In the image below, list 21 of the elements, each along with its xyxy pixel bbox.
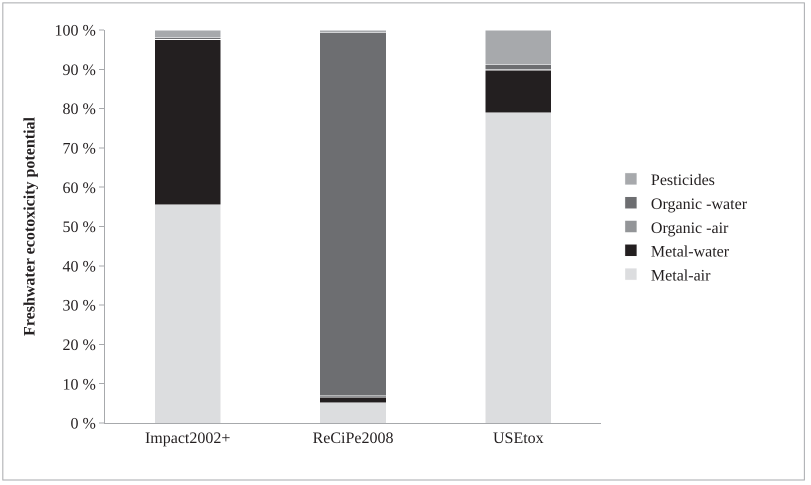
legend-label: Organic -water	[650, 196, 748, 213]
y-tick-label: 50 %	[62, 219, 96, 236]
legend-label: Organic -air	[650, 220, 730, 237]
y-tick-label: 10 %	[62, 376, 96, 394]
y-tick-label: 70 %	[62, 140, 96, 158]
bar	[154, 30, 221, 38]
y-tick-label: 60 %	[62, 180, 96, 197]
x-tick-label: USEtox	[492, 430, 544, 448]
legend-label: Metal-air	[650, 267, 712, 284]
y-tick-label: 20 %	[62, 337, 96, 354]
y-tick-label: 100 %	[54, 22, 96, 40]
y-tick-label: 90 %	[62, 62, 96, 79]
x-tick-label: ReCiPe2008	[312, 430, 394, 448]
y-tick-label: 0 %	[70, 416, 96, 433]
y-tick-label: 80 %	[62, 101, 96, 118]
legend-label: Metal-water	[650, 244, 730, 261]
y-tick-label: 40 %	[62, 258, 96, 276]
x-tick-label: Impact2002+	[144, 430, 230, 448]
legend-label: Pesticides	[650, 172, 715, 190]
y-axis-title: Freshwater ecotoxicity potential	[21, 116, 38, 336]
y-tick-label: 30 %	[62, 298, 96, 315]
